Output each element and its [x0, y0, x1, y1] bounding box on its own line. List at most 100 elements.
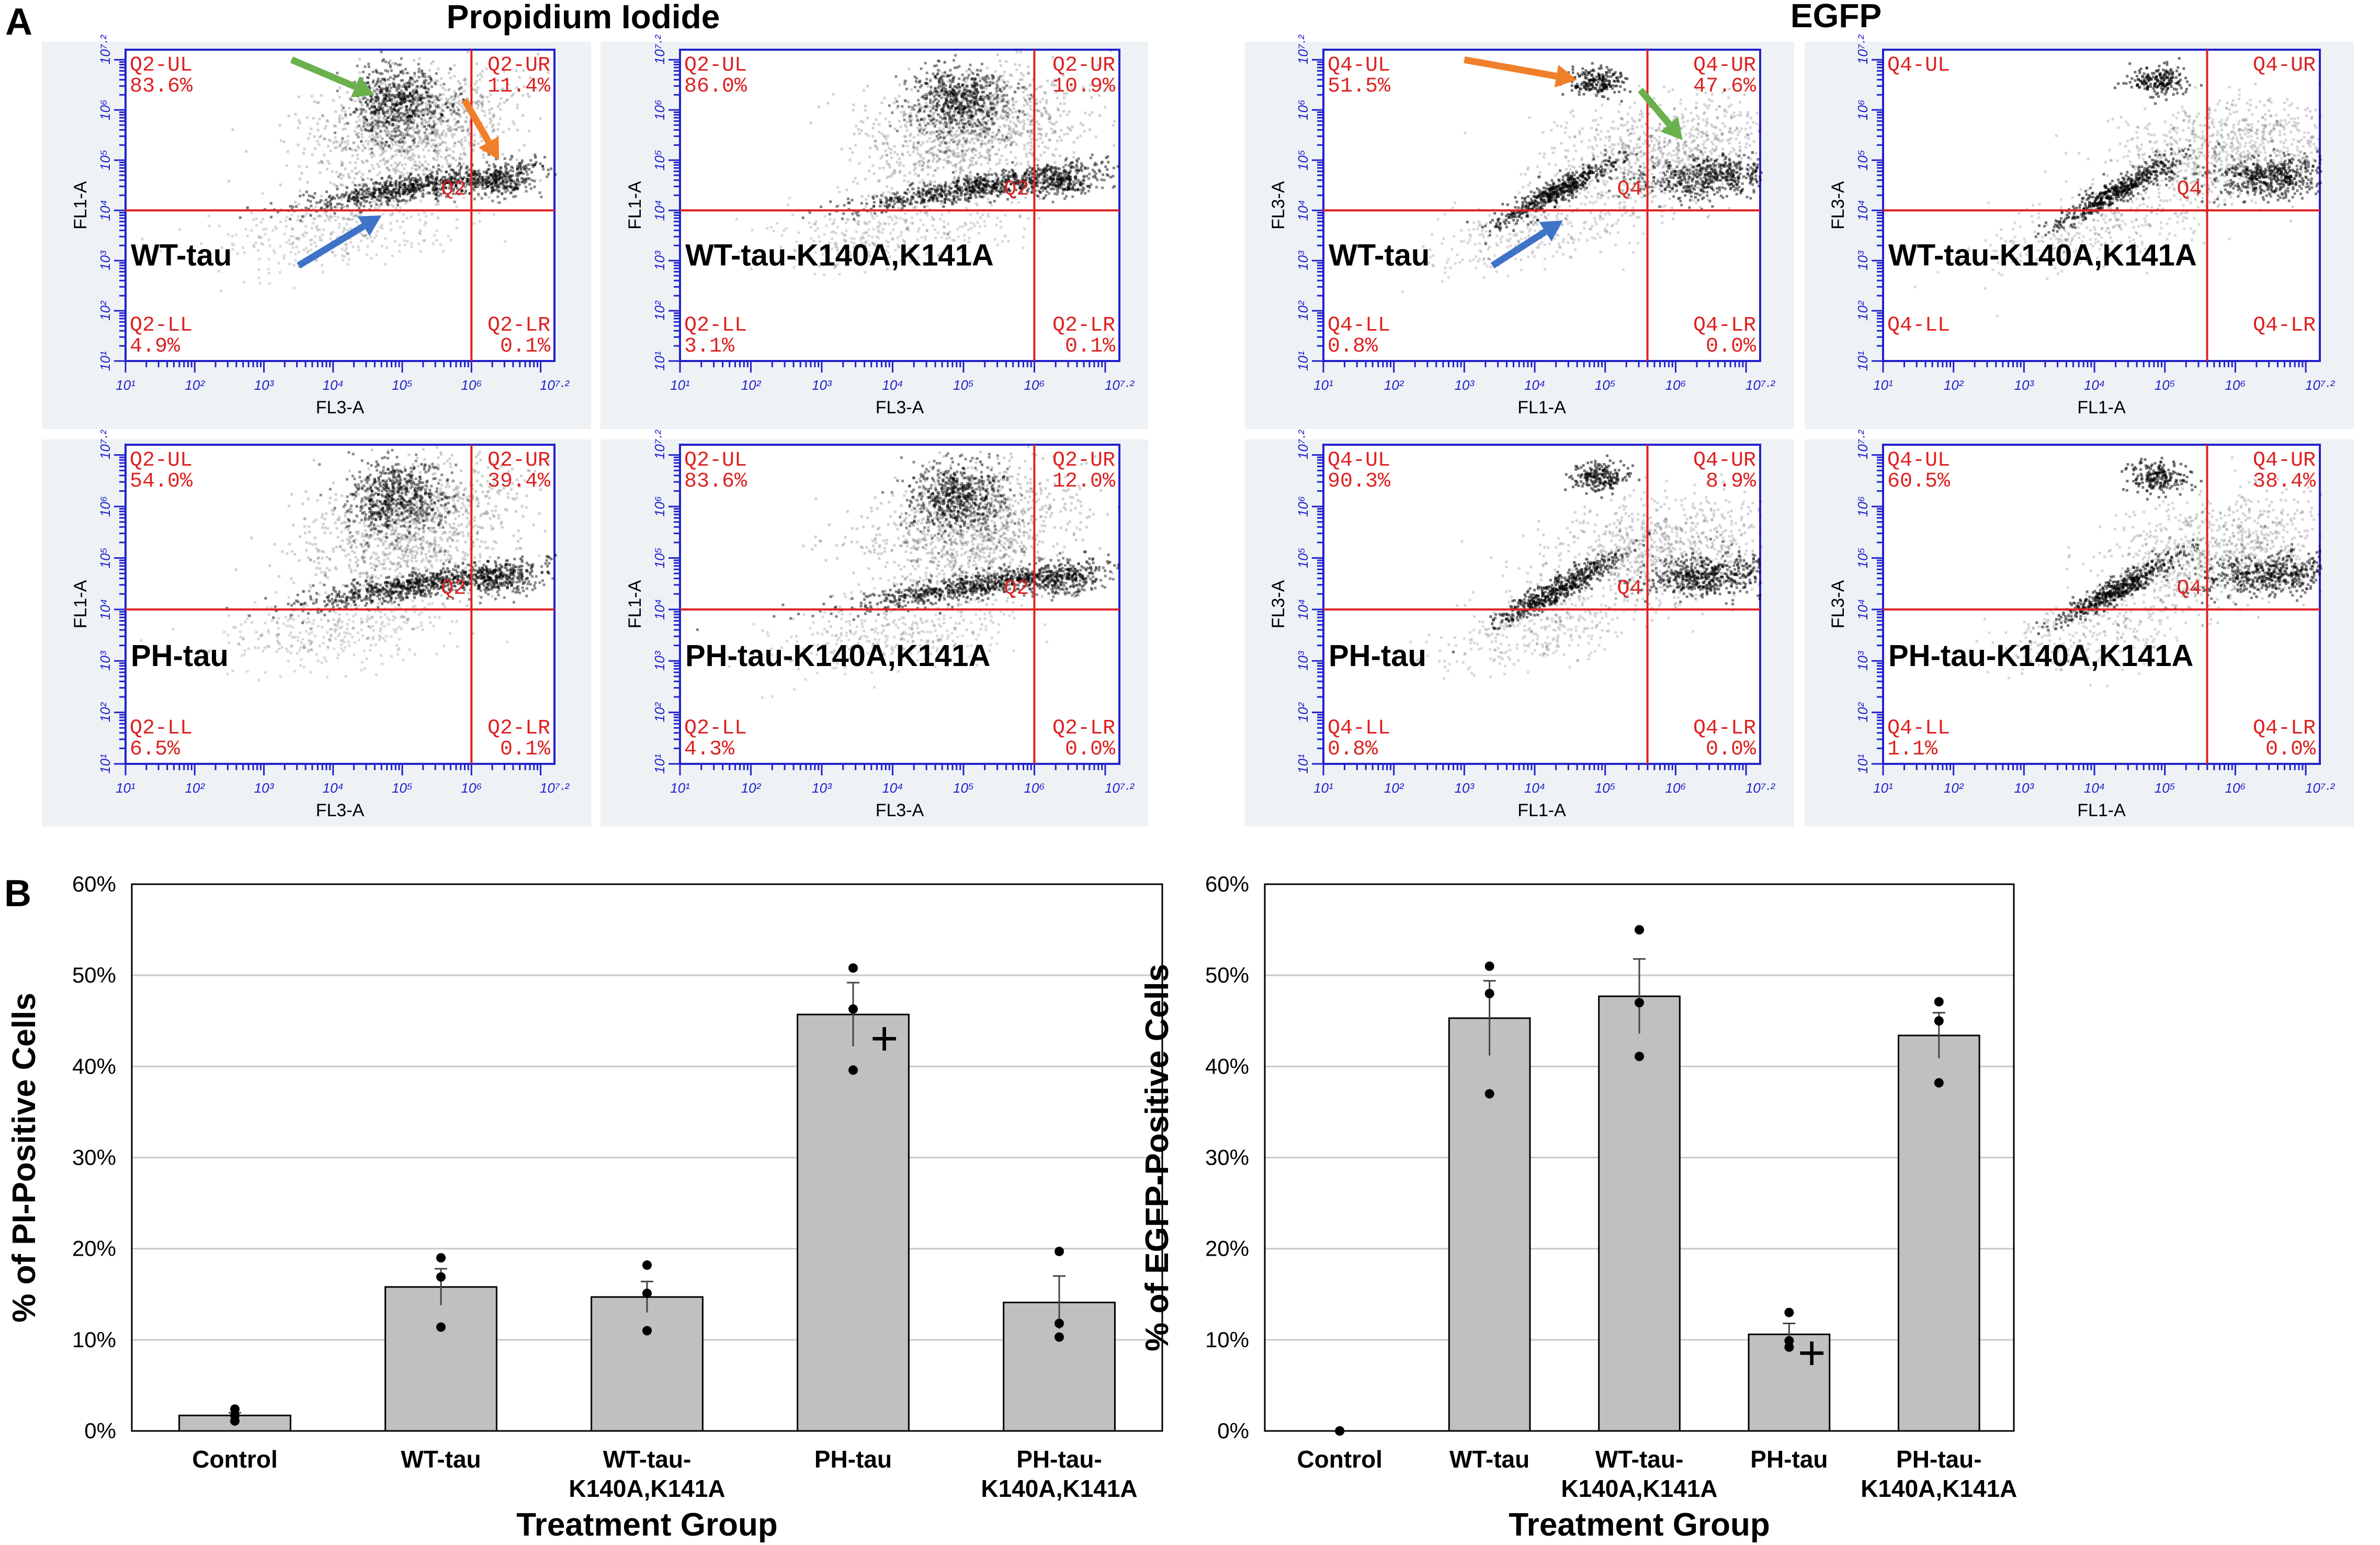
scatter-dot — [325, 199, 327, 201]
pi-title: Propidium Iodide — [447, 0, 720, 36]
scatter-dot — [504, 157, 506, 160]
scatter-dot — [519, 169, 522, 172]
quadrant-ur-label: Q2-UR — [488, 54, 550, 77]
scatter-dot — [376, 143, 378, 145]
scatter-dot — [510, 191, 513, 194]
scatter-dot — [481, 180, 483, 183]
scatter-dot — [370, 178, 373, 181]
scatter-dot — [454, 98, 456, 100]
scatter-dot — [420, 85, 423, 87]
scatter-dot — [399, 200, 402, 202]
scatter-dot — [288, 263, 291, 265]
scatter-dot — [506, 181, 509, 183]
scatter-dot — [279, 221, 282, 223]
scatter-dot — [370, 148, 373, 150]
scatter-dot — [336, 185, 338, 188]
scatter-dot — [395, 104, 398, 107]
scatter-dot — [1029, 135, 1032, 138]
scatter-dot — [411, 115, 413, 118]
scatter-dot — [405, 191, 408, 194]
scatter-dot — [310, 128, 313, 130]
scatter-dot — [262, 218, 264, 221]
scatter-dot — [406, 240, 409, 243]
scatter-dot — [456, 206, 458, 208]
scatter-dot — [410, 121, 413, 123]
scatter-dot — [344, 167, 346, 170]
scatter-dot — [406, 72, 409, 74]
scatter-dot — [373, 90, 376, 93]
scatter-dot — [255, 224, 258, 227]
scatter-dot — [339, 173, 342, 176]
scatter-dot — [333, 183, 335, 186]
scatter-dot — [457, 141, 460, 143]
scatter-dot — [522, 166, 525, 168]
scatter-dot — [372, 81, 375, 84]
scatter-dot — [481, 187, 484, 190]
scatter-dot — [481, 109, 483, 112]
scatter-dot — [396, 204, 399, 207]
scatter-dot — [305, 247, 308, 250]
scatter-dot — [358, 207, 360, 209]
scatter-dot — [427, 163, 430, 166]
scatter-dot — [352, 196, 355, 199]
scatter-dot — [456, 128, 458, 130]
scatter-dot — [412, 139, 414, 142]
scatter-dot — [310, 243, 312, 246]
scatter-dot — [474, 176, 477, 178]
scatter-dot — [332, 99, 335, 102]
scatter-dot — [346, 91, 349, 94]
scatter-dot — [386, 191, 389, 194]
scatter-dot — [228, 180, 230, 183]
scatter-dot — [481, 197, 483, 200]
scatter-dot — [410, 190, 412, 193]
scatter-dot — [342, 259, 344, 262]
scatter-dot — [334, 110, 337, 113]
scatter-dot — [279, 245, 282, 247]
scatter-dot — [379, 72, 381, 75]
scatter-dot — [341, 198, 343, 201]
scatter-dot — [390, 157, 392, 160]
scatter-dot — [509, 169, 512, 172]
scatter-dot — [368, 65, 370, 68]
scatter-dot — [297, 127, 300, 129]
scatter-dot — [399, 207, 402, 209]
scatter-dot — [500, 166, 503, 169]
scatter-dot — [448, 88, 451, 91]
scatter-dot — [335, 171, 338, 173]
x-tick-label: 10⁵ — [392, 377, 413, 393]
scatter-dot — [418, 231, 421, 234]
scatter-dot — [488, 168, 491, 171]
scatter-dot — [340, 195, 343, 198]
scatter-dot — [302, 249, 305, 251]
scatter-dot — [445, 149, 448, 151]
scatter-dot — [433, 158, 435, 161]
scatter-dot — [467, 130, 469, 133]
scatter-dot — [325, 125, 327, 127]
scatter-dot — [346, 263, 349, 266]
scatter-dot — [294, 201, 297, 204]
scatter-dot — [472, 183, 475, 186]
scatter-dot — [334, 140, 337, 143]
scatter-dot — [445, 171, 448, 173]
scatter-dot — [395, 130, 398, 133]
scatter-dot — [362, 178, 365, 181]
scatter-dot — [448, 173, 451, 176]
scatter-dot — [456, 227, 458, 229]
scatter-dot — [395, 167, 398, 170]
scatter-dot — [418, 67, 421, 70]
scatter-dot — [349, 98, 352, 101]
scatter-dot — [345, 194, 347, 196]
scatter-dot — [516, 179, 518, 182]
scatter-dot — [445, 102, 448, 105]
scatter-dot — [390, 177, 393, 179]
scatter-dot — [516, 104, 519, 106]
scatter-dot — [235, 233, 237, 236]
scatter-dot — [265, 228, 267, 230]
scatter-dot — [379, 154, 382, 156]
scatter-dot — [936, 167, 939, 170]
scatter-dot — [473, 222, 475, 225]
scatter-dot — [392, 119, 394, 121]
scatter-dot — [916, 146, 919, 149]
scatter-dot — [439, 243, 442, 246]
scatter-dot — [287, 150, 289, 153]
